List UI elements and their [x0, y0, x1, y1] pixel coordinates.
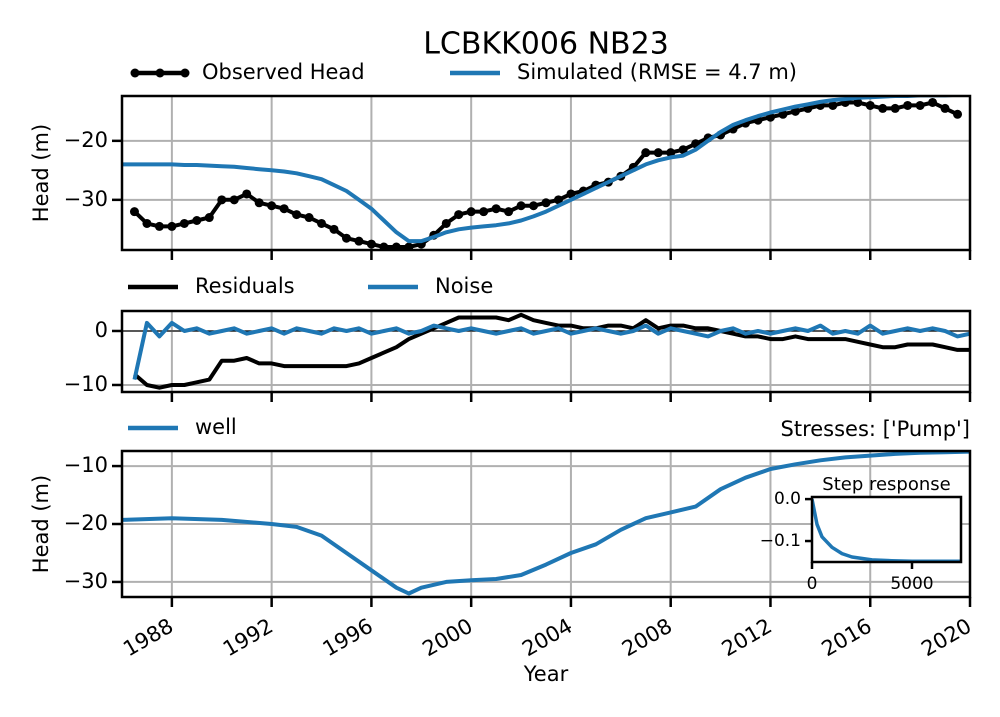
data-point — [666, 148, 676, 158]
x-tick-label: 1996 — [319, 614, 377, 662]
legend-marker — [130, 68, 140, 78]
axes-frame — [810, 495, 963, 564]
data-point — [491, 204, 501, 214]
stress-title: Stresses: ['Pump'] — [781, 417, 970, 441]
y-tick-label: −0.1 — [760, 531, 801, 551]
data-point — [903, 100, 913, 110]
inset-title: Step response — [822, 474, 950, 495]
x-tick-label: 2000 — [418, 614, 476, 662]
data-point — [379, 242, 389, 250]
y-tick-label: −10 — [64, 372, 108, 396]
data-point — [229, 195, 239, 205]
y-tick-label: 0 — [95, 318, 108, 342]
data-point — [179, 218, 189, 228]
data-point — [204, 213, 214, 223]
legend-label: well — [195, 415, 237, 439]
data-point — [154, 221, 164, 231]
data-point — [129, 207, 139, 217]
legend-label: Observed Head — [202, 60, 365, 84]
y-tick-label: −30 — [64, 187, 108, 211]
data-point — [504, 207, 514, 217]
data-point — [454, 210, 464, 220]
data-point — [366, 239, 376, 249]
data-point — [553, 195, 563, 205]
data-point — [479, 207, 489, 217]
data-point — [329, 224, 339, 234]
data-point — [254, 198, 264, 208]
x-tick-label: 1992 — [219, 614, 277, 662]
x-axis-label: Year — [523, 662, 569, 686]
panel: −10 0 Residuals Noise — [64, 274, 972, 402]
data-point — [217, 195, 227, 205]
data-point — [466, 207, 476, 217]
data-point — [653, 148, 663, 158]
series-line — [133, 312, 970, 390]
data-point — [865, 100, 875, 110]
x-tick-label: 5000 — [890, 574, 933, 594]
panel: 0 5000 −0.1 0.0 Step response — [760, 474, 963, 594]
data-point — [678, 145, 688, 155]
x-tick-label: 2012 — [718, 614, 776, 662]
data-point — [516, 201, 526, 211]
y-tick-label: −30 — [64, 569, 108, 593]
data-point — [267, 201, 277, 211]
data-point — [292, 210, 302, 220]
panel: −30 −20 Observed Head Simulated (RMSE = 4.7… — [29, 27, 972, 260]
series-line — [133, 100, 959, 249]
x-tick-label: 2020 — [917, 614, 975, 662]
data-point — [317, 218, 327, 228]
y-axis-label: Head (m) — [29, 475, 53, 573]
series-line — [132, 320, 970, 381]
data-point — [529, 201, 539, 211]
data-point — [915, 100, 925, 110]
data-point — [928, 97, 938, 107]
data-point — [167, 221, 177, 231]
series-line — [122, 96, 970, 244]
y-tick-label: 0.0 — [774, 489, 801, 509]
data-point — [641, 148, 651, 158]
data-point — [441, 218, 451, 228]
legend-marker — [155, 68, 165, 78]
data-point — [878, 103, 888, 113]
x-tick-label: 2008 — [618, 614, 676, 662]
data-point — [142, 218, 152, 228]
chart-title: LCBKK006 NB23 — [423, 27, 669, 62]
data-point — [354, 236, 364, 246]
data-point — [828, 100, 838, 110]
data-point — [279, 204, 289, 214]
data-point — [341, 233, 351, 243]
data-point — [404, 242, 414, 250]
y-tick-label: −20 — [64, 511, 108, 535]
legend-label: Noise — [435, 274, 493, 298]
data-point — [304, 213, 314, 223]
legend-label: Residuals — [195, 274, 295, 298]
y-tick-label: −10 — [64, 453, 108, 477]
y-tick-label: −20 — [64, 128, 108, 152]
data-point — [890, 103, 900, 113]
inset-background — [812, 497, 961, 562]
axes-frame — [120, 94, 972, 252]
data-point — [391, 242, 401, 250]
legend-label: Simulated (RMSE = 4.7 m) — [517, 60, 797, 84]
data-point — [192, 215, 202, 225]
x-tick-label: 2016 — [817, 614, 875, 662]
data-point — [541, 198, 551, 208]
x-tick-label: 1988 — [119, 614, 177, 662]
axes-frame — [120, 309, 972, 394]
data-point — [853, 97, 863, 107]
data-point — [566, 189, 576, 199]
y-axis-label: Head (m) — [29, 124, 53, 222]
legend-marker — [180, 68, 190, 78]
series-line — [122, 451, 970, 596]
x-tick-label: 0 — [807, 574, 818, 594]
data-point — [953, 109, 963, 119]
axes-frame — [120, 449, 972, 599]
x-tick-label: 2004 — [518, 614, 576, 662]
data-point — [940, 103, 950, 113]
data-point — [242, 189, 252, 199]
